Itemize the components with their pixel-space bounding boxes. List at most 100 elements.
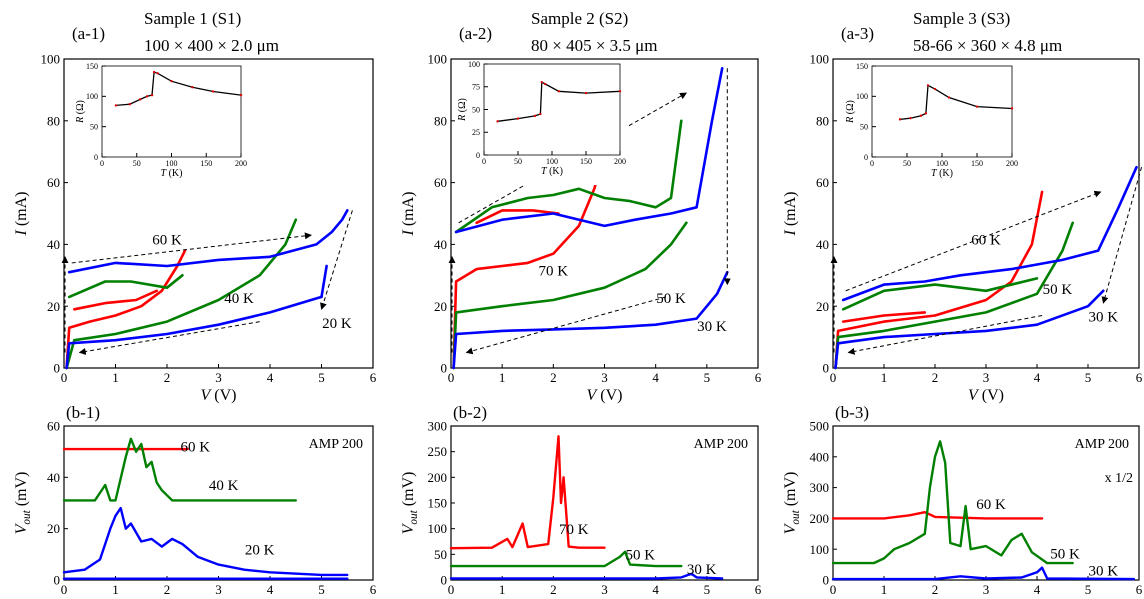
x-tick-label: 150	[971, 159, 983, 168]
amp-label: AMP 200	[309, 437, 363, 452]
x-tick-label: 5	[1085, 370, 1092, 385]
inset-point	[898, 118, 902, 121]
arrow-forward	[458, 92, 687, 224]
inset-point	[924, 112, 928, 115]
series-annotation: 50 K	[1043, 282, 1073, 298]
x-tick-label: 0	[448, 582, 455, 597]
inset-rt: 0 50 100 150 200 0 50 100 150 T (K) R (Ω)	[75, 62, 249, 187]
x-tick-label: 1	[112, 370, 119, 385]
x-tick-label: 50	[133, 159, 141, 168]
panel-label: (b-1)	[66, 403, 100, 422]
y-axis-label: I (mA)	[400, 192, 417, 237]
x-tick-label: 5	[704, 582, 711, 597]
inset-point	[170, 79, 173, 83]
series-line	[320, 264, 328, 299]
x-tick-label: 5	[704, 370, 711, 385]
x-tick-label: 0	[830, 370, 837, 385]
x-tick-label: 0	[482, 157, 486, 166]
inset-y-label: R (Ω)	[457, 98, 468, 122]
sample-name: Sample 3 (S3)	[913, 9, 1010, 28]
series-annotation: 50 K	[1050, 546, 1080, 562]
inset-point	[975, 105, 979, 108]
x-tick-label: 0	[61, 582, 68, 597]
inset-point	[496, 120, 499, 123]
x-tick-label: 3	[983, 370, 990, 385]
y-tick-label: 60	[47, 175, 60, 190]
panel-label: (b-3)	[835, 403, 869, 422]
series-line	[834, 221, 1074, 370]
y-tick-label: 75	[472, 83, 480, 92]
y-axis-label: Vout (mV)	[13, 472, 33, 535]
inset-point	[145, 95, 149, 98]
x-tick-label: 2	[932, 582, 939, 597]
series-line	[449, 435, 606, 550]
y-tick-label: 500	[810, 419, 830, 434]
y-tick-label: 0	[441, 361, 448, 376]
x-tick-label: 0	[830, 582, 837, 597]
y-tick-label: 100	[856, 92, 868, 101]
y-tick-label: 0	[476, 151, 480, 160]
series-line	[65, 218, 298, 370]
inset-point	[618, 90, 622, 93]
x-tick-label: 1	[881, 582, 888, 597]
sample-dimensions: 58-66 × 360 × 4.8 μm	[913, 36, 1062, 55]
x-tick-label: 4	[652, 582, 659, 597]
y-tick-label: 25	[472, 128, 480, 137]
inset-y-label: R (Ω)	[845, 100, 856, 124]
series-line	[834, 190, 1044, 370]
y-tick-label: 60	[434, 175, 447, 190]
inset-point	[540, 81, 543, 84]
sample-dimensions: 100 × 400 × 2.0 μm	[144, 36, 279, 55]
x-tick-label: 1	[881, 370, 888, 385]
x-tick-label: 2	[164, 582, 171, 597]
y-tick-label: 300	[810, 480, 830, 495]
y-tick-label: 40	[434, 237, 447, 252]
inset-x-label: T (K)	[161, 168, 183, 179]
y-tick-label: 150	[428, 496, 448, 511]
y-tick-label: 100	[810, 542, 830, 557]
series-line	[65, 249, 187, 370]
y-tick-label: 150	[86, 62, 98, 71]
arrow-down	[320, 210, 353, 310]
series-annotation: 60 K	[181, 440, 211, 456]
y-tick-label: 50	[472, 105, 480, 114]
y-axis-label: Vout (mV)	[400, 472, 420, 535]
scale-note: x 1/2	[1105, 471, 1133, 486]
series-line	[831, 566, 1136, 581]
x-tick-label: 5	[1085, 582, 1092, 597]
y-tick-label: 250	[428, 444, 448, 459]
series-annotation: 30 K	[1089, 310, 1119, 326]
inset-background	[846, 62, 1020, 187]
y-tick-label: 100	[41, 52, 61, 67]
y-tick-label: 80	[816, 113, 829, 128]
series-annotation: 20 K	[322, 316, 352, 332]
y-tick-label: 200	[428, 470, 448, 485]
y-tick-label: 200	[810, 511, 830, 526]
y-tick-label: 40	[816, 237, 829, 252]
y-tick-label: 50	[860, 122, 868, 131]
inset-point	[926, 84, 930, 87]
y-tick-label: 50	[434, 547, 447, 562]
inset-point	[1010, 107, 1014, 110]
inset-point	[128, 103, 131, 106]
series-line	[67, 274, 184, 299]
x-tick-label: 3	[215, 582, 222, 597]
y-tick-label: 100	[428, 52, 448, 67]
sample-name: Sample 2 (S2)	[531, 9, 628, 28]
inset-point	[239, 93, 243, 97]
series-line	[62, 437, 297, 502]
inset-point	[933, 87, 937, 91]
sample-name: Sample 1 (S1)	[144, 9, 241, 28]
inset-point	[156, 72, 159, 75]
x-tick-label: 200	[1006, 159, 1018, 168]
x-tick-label: 150	[200, 159, 212, 168]
arrow-down	[1101, 167, 1143, 304]
inset-point	[152, 70, 156, 74]
series-line	[65, 295, 323, 370]
inset-point	[533, 114, 537, 118]
y-tick-label: 0	[864, 153, 868, 162]
